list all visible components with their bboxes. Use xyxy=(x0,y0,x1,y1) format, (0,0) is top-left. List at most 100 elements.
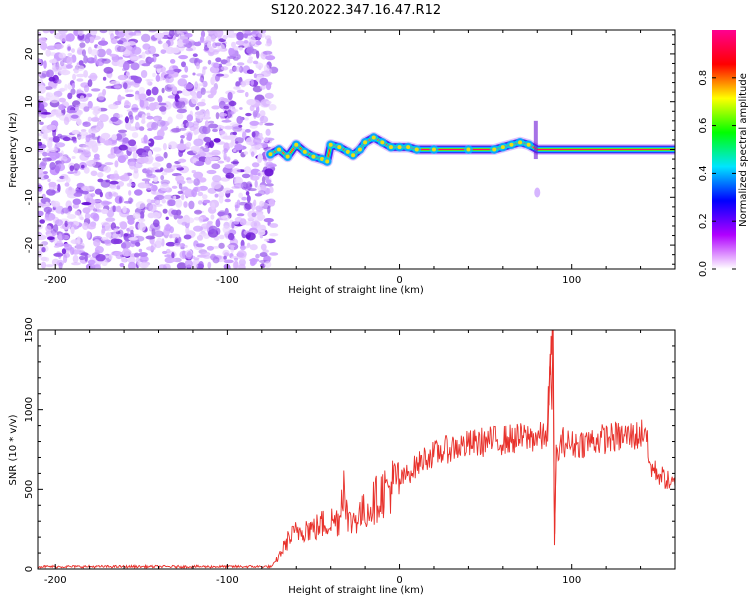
noise-blob xyxy=(128,190,132,196)
noise-blob xyxy=(232,66,242,72)
noise-blob xyxy=(203,127,208,135)
noise-blob xyxy=(163,168,174,173)
noise-blob xyxy=(241,173,251,179)
signal-blob-core xyxy=(509,142,514,147)
noise-blob xyxy=(243,39,249,44)
noise-blob xyxy=(104,162,114,166)
noise-blob xyxy=(69,165,75,172)
noise-blob xyxy=(223,152,227,161)
noise-blob xyxy=(130,62,140,71)
x-tick-label: 100 xyxy=(562,275,581,286)
noise-blob xyxy=(202,194,208,200)
noise-blob xyxy=(165,216,169,220)
noise-blob xyxy=(103,165,111,173)
noise-blob xyxy=(80,252,89,256)
noise-blob xyxy=(238,192,244,199)
signal-blob-core xyxy=(357,147,362,152)
noise-blob xyxy=(219,234,225,240)
noise-blob xyxy=(155,74,161,82)
noise-blob xyxy=(233,46,239,51)
noise-blob xyxy=(152,162,161,168)
noise-blob xyxy=(129,115,134,124)
noise-blob xyxy=(191,170,197,174)
signal-blob-core xyxy=(345,149,350,154)
noise-blob xyxy=(102,76,107,81)
noise-blob xyxy=(164,254,172,258)
noise-blob xyxy=(156,237,163,245)
noise-blob xyxy=(52,58,57,64)
noise-blob xyxy=(222,135,233,140)
noise-blob xyxy=(180,123,185,128)
noise-blob xyxy=(63,254,68,263)
noise-blob xyxy=(239,107,243,110)
noise-blob xyxy=(114,160,119,168)
noise-blob xyxy=(108,103,119,110)
noise-blob xyxy=(251,30,260,37)
noise-blob xyxy=(191,188,198,198)
noise-blob xyxy=(54,32,64,40)
noise-blob xyxy=(222,225,231,234)
noise-blob xyxy=(60,69,71,76)
noise-blob xyxy=(97,40,109,46)
signal-spike-lower xyxy=(534,187,541,198)
noise-blob xyxy=(55,219,63,227)
noise-blob xyxy=(218,195,224,204)
noise-blob xyxy=(146,115,154,120)
noise-blob xyxy=(185,217,195,224)
noise-blob xyxy=(138,248,143,253)
noise-blob xyxy=(65,64,73,69)
noise-blob xyxy=(220,66,229,71)
noise-blob xyxy=(58,52,67,59)
noise-blob xyxy=(211,163,221,170)
noise-blob xyxy=(231,168,241,174)
noise-blob xyxy=(76,73,86,78)
noise-blob xyxy=(67,52,73,57)
noise-blob xyxy=(263,255,272,261)
noise-blob xyxy=(138,252,148,257)
noise-blob xyxy=(240,81,246,88)
noise-blob xyxy=(51,258,60,266)
noise-blob xyxy=(70,114,79,119)
noise-blob xyxy=(110,147,115,156)
noise-blob xyxy=(168,84,175,88)
noise-blob xyxy=(94,246,104,254)
noise-blob xyxy=(177,39,185,47)
noise-blob xyxy=(140,156,149,164)
noise-blob xyxy=(223,105,230,110)
noise-blob xyxy=(47,209,51,215)
signal-blob-core xyxy=(325,159,330,164)
noise-blob xyxy=(58,97,66,103)
noise-blob xyxy=(132,151,138,160)
noise-blob xyxy=(216,73,225,77)
noise-blob xyxy=(246,99,256,106)
noise-blob xyxy=(128,139,137,147)
noise-blob xyxy=(72,136,77,142)
noise-blob xyxy=(38,113,42,117)
noise-blob xyxy=(157,40,163,45)
noise-blob xyxy=(168,30,175,37)
noise-blob xyxy=(257,153,264,162)
noise-blob xyxy=(85,135,91,143)
noise-blob xyxy=(195,62,200,70)
noise-blob xyxy=(213,62,220,69)
noise-blob xyxy=(232,149,237,152)
noise-blob xyxy=(269,233,279,237)
noise-blob xyxy=(108,253,113,260)
noise-blob xyxy=(224,164,235,169)
noise-blob xyxy=(92,264,101,269)
noise-blob xyxy=(176,30,181,35)
noise-blob xyxy=(228,100,237,107)
noise-blob xyxy=(146,185,153,191)
noise-blob xyxy=(256,50,260,59)
noise-blob xyxy=(104,239,112,244)
noise-blob xyxy=(75,104,79,111)
noise-blob xyxy=(159,127,164,135)
noise-blob xyxy=(53,245,60,248)
noise-blob xyxy=(147,57,155,63)
noise-blob xyxy=(106,48,112,56)
noise-blob xyxy=(67,221,74,225)
noise-blob xyxy=(71,48,75,53)
noise-blob xyxy=(250,151,255,157)
noise-blob xyxy=(169,233,181,239)
